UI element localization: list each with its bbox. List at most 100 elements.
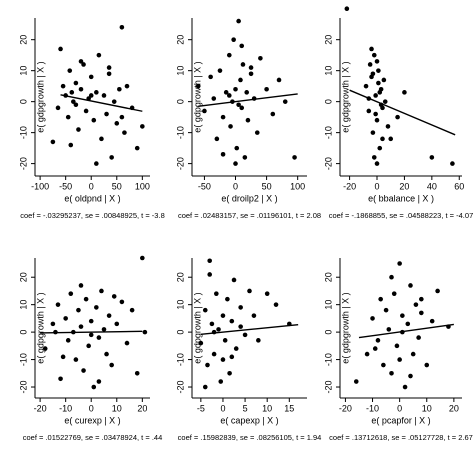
scatter-point	[239, 105, 245, 111]
scatter-point	[202, 384, 208, 390]
scatter-point	[376, 80, 381, 86]
scatter-point	[140, 255, 145, 261]
scatter-point	[238, 324, 243, 329]
fit-line	[60, 94, 143, 112]
scatter-point	[68, 142, 74, 148]
scatter-point	[195, 83, 201, 89]
scatter-point	[270, 111, 276, 117]
scatter-point	[96, 379, 102, 384]
x-tick-label: -50	[198, 181, 211, 191]
scatter-point	[377, 90, 383, 95]
scatter-point	[88, 93, 94, 98]
x-tick-label: -10	[366, 403, 379, 413]
scatter-point	[344, 6, 350, 12]
y-tick-label: -20	[18, 157, 28, 170]
y-tick-label: -20	[323, 157, 333, 170]
scatter-point	[234, 145, 240, 151]
scatter-point	[124, 83, 130, 89]
x-axis-label: e( droilp2 | X )	[221, 193, 277, 203]
scatter-point	[374, 161, 380, 166]
y-tick-label: -10	[323, 126, 333, 139]
scatter-point	[129, 307, 135, 313]
fit-line	[198, 93, 298, 107]
scatter-point	[117, 86, 122, 92]
x-tick-label: 50	[112, 181, 122, 191]
y-axis-label: e( gdpgrowth | X )	[340, 61, 350, 132]
scatter-point	[226, 93, 232, 98]
scatter-point	[292, 155, 297, 160]
scatter-point	[276, 77, 282, 83]
x-tick-label: 10	[422, 403, 432, 413]
note: coef = .15982839, se = .08256105, t = 1.…	[178, 433, 322, 442]
scatter-point	[42, 346, 48, 351]
scatter-point	[429, 155, 435, 160]
x-tick-label: 20	[449, 403, 459, 413]
y-tick-label: -20	[175, 381, 185, 394]
y-tick-label: 0	[323, 330, 333, 335]
y-tick-label: 10	[175, 300, 185, 310]
scatter-point	[114, 321, 120, 327]
scatter-point	[373, 93, 378, 98]
y-tick-label: -20	[323, 381, 333, 394]
scatter-point	[208, 74, 213, 80]
scatter-point	[242, 155, 248, 160]
x-tick-label: -20	[343, 181, 356, 191]
x-tick-label: 0	[89, 403, 94, 413]
scatter-point	[67, 68, 73, 73]
scatter-point	[209, 321, 215, 327]
scatter-point	[91, 384, 97, 390]
scatter-point	[214, 291, 219, 296]
scatter-point	[99, 136, 104, 142]
scatter-point	[220, 357, 226, 362]
y-axis-label: e( gdpgrowth | X )	[192, 292, 202, 363]
scatter-point	[386, 327, 392, 332]
x-tick-label: 15	[284, 403, 294, 413]
y-tick-label: -10	[175, 353, 185, 366]
y-axis-label: e( gdpgrowth | X )	[35, 292, 45, 363]
scatter-point	[71, 99, 76, 104]
scatter-point	[254, 130, 260, 135]
scatter-point	[99, 288, 104, 294]
y-tick-label: 10	[175, 66, 185, 76]
note: coef = .01522769, se = .03478924, t = .4…	[23, 433, 163, 442]
scatter-point	[96, 335, 102, 340]
scatter-point	[376, 68, 381, 73]
x-tick-label: -10	[59, 403, 72, 413]
scatter-point	[220, 152, 226, 157]
scatter-point	[119, 114, 125, 120]
scatter-point	[238, 77, 243, 83]
scatter-point	[86, 343, 91, 349]
scatter-point	[385, 124, 391, 129]
scatter-point	[248, 71, 254, 77]
scatter-point	[402, 384, 408, 390]
scatter-point	[76, 127, 81, 132]
scatter-point	[236, 18, 241, 24]
scatter-point	[371, 155, 377, 160]
scatter-point	[410, 351, 416, 357]
scatter-point	[227, 370, 232, 376]
x-tick-label: 20	[137, 403, 147, 413]
scatter-point	[282, 99, 288, 104]
scatter-point	[104, 111, 109, 117]
y-tick-label: -10	[323, 353, 333, 366]
y-tick-label: 0	[175, 330, 185, 335]
scatter-point	[435, 288, 440, 294]
scatter-point	[81, 62, 86, 67]
x-tick-label: 100	[135, 181, 150, 191]
note: coef = -.03295237, se = .00848925, t = -…	[20, 211, 165, 220]
scatter-point	[78, 283, 84, 288]
scatter-point	[395, 114, 400, 120]
scatter-point	[231, 277, 237, 283]
scatter-point	[372, 346, 378, 351]
scatter-point	[366, 108, 372, 114]
scatter-point	[202, 108, 207, 114]
y-tick-label: 0	[18, 99, 28, 104]
scatter-point	[424, 362, 430, 368]
scatter-point	[233, 86, 238, 92]
scatter-point	[78, 86, 84, 92]
scatter-point	[400, 313, 405, 318]
scatter-point	[419, 296, 424, 302]
scatter-point	[134, 370, 140, 376]
y-tick-label: -10	[18, 353, 28, 366]
scatter-point	[114, 121, 120, 126]
